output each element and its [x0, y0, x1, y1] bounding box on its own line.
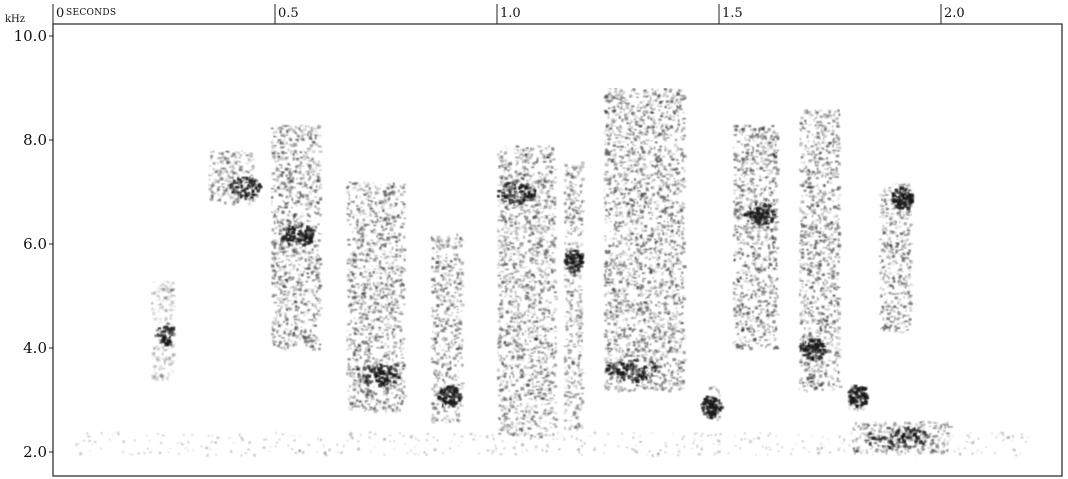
syllable-14: [878, 183, 915, 333]
x-tick-label: 1.5: [722, 6, 743, 21]
syllable-9: [700, 386, 724, 421]
syllable-13: [852, 421, 953, 455]
syllable-2: [208, 150, 263, 206]
x-tick-label: 1.0: [500, 6, 521, 21]
y-tick-label: 8.0: [23, 131, 47, 149]
x-tick-label: 2.0: [944, 6, 965, 21]
syllable-10: [732, 124, 780, 351]
y-axis-label: kHz: [5, 14, 25, 25]
syllable-4: [346, 181, 408, 414]
syllable-8: [603, 88, 687, 393]
syllable-7: [563, 161, 585, 431]
y-tick-label: 2.0: [23, 443, 47, 461]
x-axis-unit-label: SECONDS: [66, 8, 116, 18]
syllable-6: [497, 145, 559, 439]
syllable-5: [430, 233, 465, 424]
syllable-12: [847, 384, 870, 412]
syllable-3: [270, 124, 323, 351]
x-axis: SECONDS 0 0.5 1.0 1.5 2.0: [52, 4, 965, 24]
syllable-11: [798, 109, 843, 393]
x-tick-label: 0.5: [278, 6, 299, 21]
x-tick-label: 0: [56, 6, 64, 21]
y-tick-label: 10.0: [14, 27, 47, 45]
plot-frame: [52, 23, 1063, 477]
y-tick-label: 6.0: [23, 235, 47, 253]
y-axis: kHz 2.0 4.0 6.0 8.0 10.0: [5, 14, 53, 461]
spectrogram-marks: [75, 88, 1030, 458]
background-noise: [75, 431, 1030, 458]
y-tick-label: 4.0: [23, 339, 47, 357]
syllable-1: [150, 280, 176, 381]
